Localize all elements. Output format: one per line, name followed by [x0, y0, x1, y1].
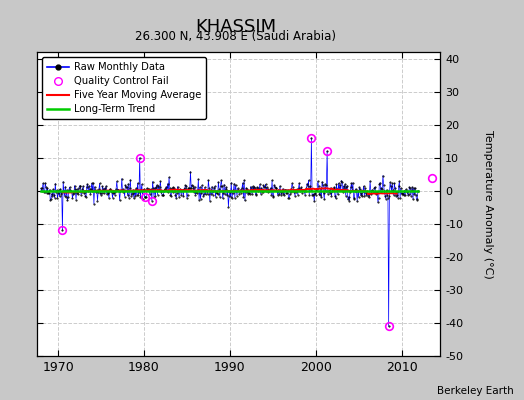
Legend: Raw Monthly Data, Quality Control Fail, Five Year Moving Average, Long-Term Tren: Raw Monthly Data, Quality Control Fail, … — [42, 57, 206, 119]
Y-axis label: Temperature Anomaly (°C): Temperature Anomaly (°C) — [483, 130, 493, 278]
Text: Berkeley Earth: Berkeley Earth — [437, 386, 514, 396]
Text: 26.300 N, 43.908 E (Saudi Arabia): 26.300 N, 43.908 E (Saudi Arabia) — [135, 30, 336, 43]
Text: KHASSIM: KHASSIM — [195, 18, 276, 36]
